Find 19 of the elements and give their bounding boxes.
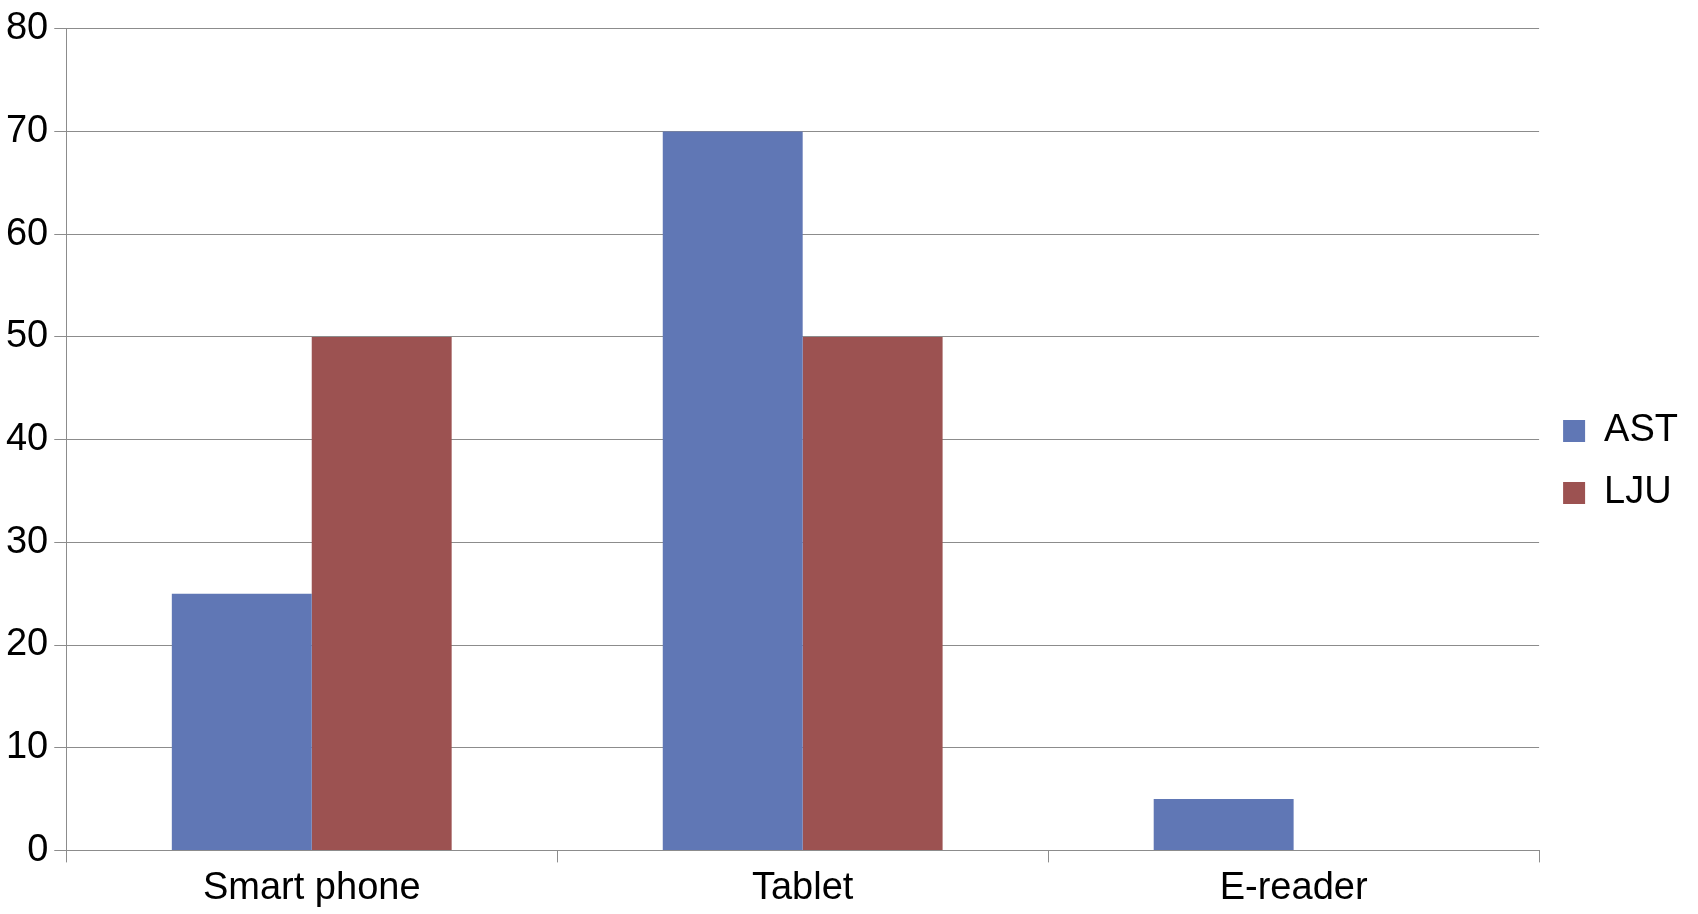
y-tick-label: 50 — [5, 313, 49, 356]
y-tick-label: 70 — [5, 107, 49, 150]
y-tick-label: 40 — [5, 416, 49, 459]
x-tick-label: Smart phone — [202, 864, 421, 907]
bar — [171, 593, 312, 850]
y-tick-label: 0 — [27, 826, 49, 869]
bar — [311, 336, 452, 850]
y-tick-label: 10 — [5, 724, 49, 767]
bar — [802, 336, 943, 850]
y-tick-label: 80 — [5, 5, 49, 48]
x-tick-label: Tablet — [751, 864, 854, 907]
y-tick-label: 20 — [5, 621, 49, 664]
x-tick-label: E-reader — [1219, 864, 1368, 907]
y-tick-label: 60 — [5, 210, 49, 253]
legend-label: LJU — [1604, 469, 1672, 512]
bar — [662, 131, 803, 850]
legend-label: AST — [1604, 407, 1678, 450]
y-tick-label: 30 — [5, 518, 49, 561]
bar — [1153, 799, 1294, 850]
